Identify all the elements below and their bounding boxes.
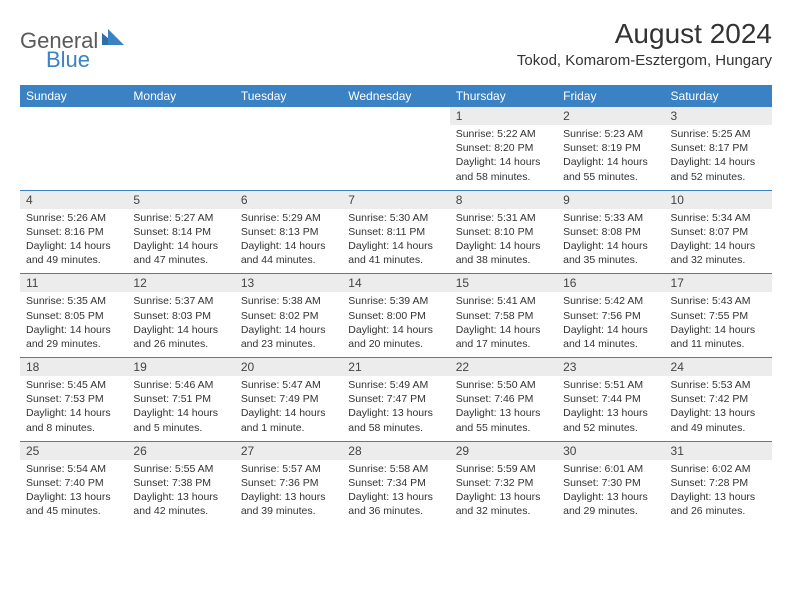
week-daynum-row: 123 — [20, 107, 772, 125]
day-info-cell — [127, 125, 234, 190]
day-number-cell: 14 — [342, 274, 449, 293]
day-number-cell: 18 — [20, 358, 127, 377]
day-number-cell: 31 — [665, 441, 772, 460]
day-number-cell: 21 — [342, 358, 449, 377]
day-info-cell: Sunrise: 5:30 AMSunset: 8:11 PMDaylight:… — [342, 209, 449, 274]
day-number-cell: 11 — [20, 274, 127, 293]
day-number-cell: 16 — [557, 274, 664, 293]
day-info-cell: Sunrise: 5:46 AMSunset: 7:51 PMDaylight:… — [127, 376, 234, 441]
brand-triangle-icon — [102, 29, 124, 48]
day-number-cell — [20, 107, 127, 125]
day-info-cell — [20, 125, 127, 190]
day-number-cell: 26 — [127, 441, 234, 460]
day-info-cell: Sunrise: 5:23 AMSunset: 8:19 PMDaylight:… — [557, 125, 664, 190]
week-daynum-row: 18192021222324 — [20, 358, 772, 377]
day-number-cell: 7 — [342, 190, 449, 209]
day-header: Thursday — [450, 85, 557, 107]
calendar-table: Sunday Monday Tuesday Wednesday Thursday… — [20, 85, 772, 524]
day-info-cell: Sunrise: 6:01 AMSunset: 7:30 PMDaylight:… — [557, 460, 664, 525]
day-info-cell: Sunrise: 5:33 AMSunset: 8:08 PMDaylight:… — [557, 209, 664, 274]
day-number-cell: 12 — [127, 274, 234, 293]
day-info-cell: Sunrise: 5:45 AMSunset: 7:53 PMDaylight:… — [20, 376, 127, 441]
day-info-cell: Sunrise: 5:25 AMSunset: 8:17 PMDaylight:… — [665, 125, 772, 190]
day-number-cell: 10 — [665, 190, 772, 209]
day-number-cell: 2 — [557, 107, 664, 125]
day-info-cell — [342, 125, 449, 190]
week-info-row: Sunrise: 5:26 AMSunset: 8:16 PMDaylight:… — [20, 209, 772, 274]
day-number-cell: 23 — [557, 358, 664, 377]
day-info-cell: Sunrise: 5:34 AMSunset: 8:07 PMDaylight:… — [665, 209, 772, 274]
week-daynum-row: 45678910 — [20, 190, 772, 209]
day-number-cell: 20 — [235, 358, 342, 377]
day-info-cell: Sunrise: 6:02 AMSunset: 7:28 PMDaylight:… — [665, 460, 772, 525]
day-info-cell: Sunrise: 5:55 AMSunset: 7:38 PMDaylight:… — [127, 460, 234, 525]
day-header: Tuesday — [235, 85, 342, 107]
day-info-cell: Sunrise: 5:39 AMSunset: 8:00 PMDaylight:… — [342, 292, 449, 357]
day-number-cell: 22 — [450, 358, 557, 377]
day-info-cell: Sunrise: 5:27 AMSunset: 8:14 PMDaylight:… — [127, 209, 234, 274]
day-header: Wednesday — [342, 85, 449, 107]
day-number-cell: 9 — [557, 190, 664, 209]
day-info-cell: Sunrise: 5:26 AMSunset: 8:16 PMDaylight:… — [20, 209, 127, 274]
day-number-cell — [127, 107, 234, 125]
day-number-cell: 24 — [665, 358, 772, 377]
day-info-cell: Sunrise: 5:35 AMSunset: 8:05 PMDaylight:… — [20, 292, 127, 357]
day-info-cell: Sunrise: 5:51 AMSunset: 7:44 PMDaylight:… — [557, 376, 664, 441]
week-info-row: Sunrise: 5:22 AMSunset: 8:20 PMDaylight:… — [20, 125, 772, 190]
day-header: Sunday — [20, 85, 127, 107]
day-number-cell: 27 — [235, 441, 342, 460]
day-number-cell: 4 — [20, 190, 127, 209]
week-info-row: Sunrise: 5:35 AMSunset: 8:05 PMDaylight:… — [20, 292, 772, 357]
day-number-cell: 28 — [342, 441, 449, 460]
day-number-cell: 15 — [450, 274, 557, 293]
day-info-cell: Sunrise: 5:58 AMSunset: 7:34 PMDaylight:… — [342, 460, 449, 525]
day-info-cell: Sunrise: 5:37 AMSunset: 8:03 PMDaylight:… — [127, 292, 234, 357]
day-info-cell — [235, 125, 342, 190]
day-info-cell: Sunrise: 5:41 AMSunset: 7:58 PMDaylight:… — [450, 292, 557, 357]
day-info-cell: Sunrise: 5:54 AMSunset: 7:40 PMDaylight:… — [20, 460, 127, 525]
day-info-cell: Sunrise: 5:43 AMSunset: 7:55 PMDaylight:… — [665, 292, 772, 357]
calendar-body: 123Sunrise: 5:22 AMSunset: 8:20 PMDaylig… — [20, 107, 772, 524]
day-number-cell: 13 — [235, 274, 342, 293]
day-number-cell — [235, 107, 342, 125]
day-number-cell: 6 — [235, 190, 342, 209]
week-info-row: Sunrise: 5:54 AMSunset: 7:40 PMDaylight:… — [20, 460, 772, 525]
day-info-cell: Sunrise: 5:22 AMSunset: 8:20 PMDaylight:… — [450, 125, 557, 190]
day-header: Friday — [557, 85, 664, 107]
day-number-cell: 8 — [450, 190, 557, 209]
day-number-cell: 30 — [557, 441, 664, 460]
day-number-cell — [342, 107, 449, 125]
day-info-cell: Sunrise: 5:50 AMSunset: 7:46 PMDaylight:… — [450, 376, 557, 441]
day-info-cell: Sunrise: 5:38 AMSunset: 8:02 PMDaylight:… — [235, 292, 342, 357]
day-info-cell: Sunrise: 5:47 AMSunset: 7:49 PMDaylight:… — [235, 376, 342, 441]
day-info-cell: Sunrise: 5:31 AMSunset: 8:10 PMDaylight:… — [450, 209, 557, 274]
day-number-cell: 29 — [450, 441, 557, 460]
day-header: Monday — [127, 85, 234, 107]
day-header: Saturday — [665, 85, 772, 107]
day-info-cell: Sunrise: 5:49 AMSunset: 7:47 PMDaylight:… — [342, 376, 449, 441]
day-number-cell: 25 — [20, 441, 127, 460]
day-info-cell: Sunrise: 5:57 AMSunset: 7:36 PMDaylight:… — [235, 460, 342, 525]
day-info-cell: Sunrise: 5:29 AMSunset: 8:13 PMDaylight:… — [235, 209, 342, 274]
day-number-cell: 17 — [665, 274, 772, 293]
day-info-cell: Sunrise: 5:53 AMSunset: 7:42 PMDaylight:… — [665, 376, 772, 441]
day-info-cell: Sunrise: 5:42 AMSunset: 7:56 PMDaylight:… — [557, 292, 664, 357]
day-number-cell: 1 — [450, 107, 557, 125]
brand-text-2: Blue — [46, 47, 90, 72]
day-number-cell: 5 — [127, 190, 234, 209]
week-info-row: Sunrise: 5:45 AMSunset: 7:53 PMDaylight:… — [20, 376, 772, 441]
month-title: August 2024 — [517, 18, 772, 50]
day-info-cell: Sunrise: 5:59 AMSunset: 7:32 PMDaylight:… — [450, 460, 557, 525]
week-daynum-row: 25262728293031 — [20, 441, 772, 460]
day-header-row: Sunday Monday Tuesday Wednesday Thursday… — [20, 85, 772, 107]
day-number-cell: 19 — [127, 358, 234, 377]
week-daynum-row: 11121314151617 — [20, 274, 772, 293]
day-number-cell: 3 — [665, 107, 772, 125]
